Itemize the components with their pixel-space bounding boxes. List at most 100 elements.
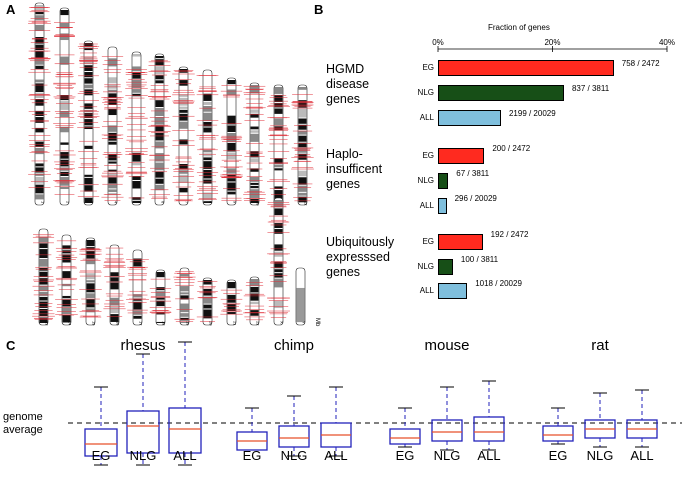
category-label-ubiquitous: Ubiquitously expresssed genes xyxy=(326,235,394,280)
chromosome-band xyxy=(155,59,164,66)
group-label: NLG xyxy=(281,448,308,463)
group-label: NLG xyxy=(587,448,614,463)
chromosome-label: 16 xyxy=(116,321,121,326)
category-line: genes xyxy=(326,265,361,279)
chromosome-band xyxy=(108,141,117,145)
chromosome-band xyxy=(203,169,212,179)
chromosome-band xyxy=(84,197,93,203)
bar-eg xyxy=(438,234,483,250)
chromosome-band xyxy=(108,93,117,99)
genome-average-label: genome average xyxy=(3,411,43,437)
chromosome-band xyxy=(84,65,93,72)
bar-count-label: 2199 / 20029 xyxy=(508,109,556,118)
chromosome-band xyxy=(250,133,259,142)
chromosome-band xyxy=(108,169,117,172)
chromosome-band xyxy=(35,99,44,106)
chromosome-band xyxy=(274,261,283,269)
chromosome-band xyxy=(179,97,188,106)
group-label: ALL xyxy=(630,448,653,463)
chromosome-band xyxy=(250,113,259,118)
chromosome-band xyxy=(155,75,164,80)
chromosome-band xyxy=(180,295,189,300)
chromosome-band xyxy=(132,176,141,180)
group-label: NLG xyxy=(434,448,461,463)
chromosome-band xyxy=(60,142,69,145)
chromosome-band xyxy=(179,170,188,174)
bar-count-label: 100 / 3811 xyxy=(460,255,499,264)
chromosome-band xyxy=(108,189,117,193)
chromosome-label: 13 xyxy=(45,321,50,326)
chromosome-band xyxy=(84,112,93,119)
chromosome-band xyxy=(35,58,44,65)
chromosome-band xyxy=(203,296,212,304)
chromosome-band xyxy=(84,84,93,89)
chromosome-band xyxy=(35,24,44,32)
chromosome-band xyxy=(180,321,189,323)
category-label-haplo: Haplo- insufficent genes xyxy=(326,147,382,192)
chromosome-label: 4 xyxy=(114,201,119,204)
chromosome-band xyxy=(84,78,93,84)
box-iqr xyxy=(278,425,310,448)
chromosome-band xyxy=(108,108,117,116)
chromosome-band xyxy=(62,271,71,279)
chromosome-band xyxy=(250,130,259,133)
chromosome-band xyxy=(62,307,71,315)
chromosome-band xyxy=(110,282,119,290)
box-iqr xyxy=(473,416,505,442)
category-line: insufficent xyxy=(326,162,383,176)
chromosome-band xyxy=(39,296,48,301)
category-line: expresssed xyxy=(326,250,390,264)
chromosome-band xyxy=(274,223,283,229)
chromosome-label: 17 xyxy=(139,321,144,326)
bar-axis: 0% 20% 40% xyxy=(432,38,675,52)
chromosome-band xyxy=(35,117,44,123)
chromosome-band xyxy=(39,291,48,296)
chromosome-band xyxy=(110,297,119,306)
chromosome-band xyxy=(155,80,164,84)
chromosome-band xyxy=(35,163,44,167)
box-iqr xyxy=(126,410,160,454)
category-line: HGMD xyxy=(326,62,365,76)
chromosome-band xyxy=(39,259,48,267)
chromosome-band xyxy=(298,87,307,90)
chromosome-band xyxy=(132,93,141,97)
chromosome-band xyxy=(60,177,69,186)
chromosome-band xyxy=(203,192,212,201)
chromosome-band xyxy=(84,109,93,112)
chromosome-band xyxy=(203,201,212,203)
chromosome-band xyxy=(35,147,44,155)
chromosome-band xyxy=(133,298,142,301)
chromosome-band xyxy=(84,103,93,109)
chromosome-band xyxy=(35,141,44,147)
chromosome-label: 2 xyxy=(66,201,71,204)
chromosome-ideogram-panel: 12345678910111213141516171819202122XY xyxy=(28,2,314,326)
chromosome-band xyxy=(35,15,44,21)
chromosome-band xyxy=(39,317,48,323)
chromosome-band xyxy=(132,66,141,72)
species-label: rhesus xyxy=(120,337,165,354)
chromosome-label: 5 xyxy=(138,201,143,204)
chromosome-label: 9 xyxy=(233,201,238,204)
chromosome-band xyxy=(179,80,188,86)
chromosome-band xyxy=(156,321,165,323)
chromosome-band xyxy=(86,299,95,308)
chromosome-band xyxy=(179,113,188,121)
chromosome-band xyxy=(35,194,44,200)
chromosome-band xyxy=(298,124,307,130)
chromosome-band xyxy=(60,186,69,189)
chromosome-band xyxy=(227,282,236,289)
chromosome-band xyxy=(155,184,164,191)
chromosome-band xyxy=(227,182,236,191)
chromosome-band xyxy=(86,283,95,293)
chromosome-band xyxy=(274,87,283,94)
chromosome-band xyxy=(179,109,188,113)
bar-axis-tick-label: 40% xyxy=(659,38,675,47)
chromosome-band xyxy=(274,158,283,164)
chromosome-band xyxy=(203,112,212,121)
chromosome-band xyxy=(60,159,69,167)
bar-eg xyxy=(438,60,614,76)
chromosome-band xyxy=(298,130,307,135)
chromosome-label: 21 xyxy=(233,321,238,326)
bar-group-label: ALL xyxy=(419,201,434,210)
chromosome-band xyxy=(132,180,141,189)
